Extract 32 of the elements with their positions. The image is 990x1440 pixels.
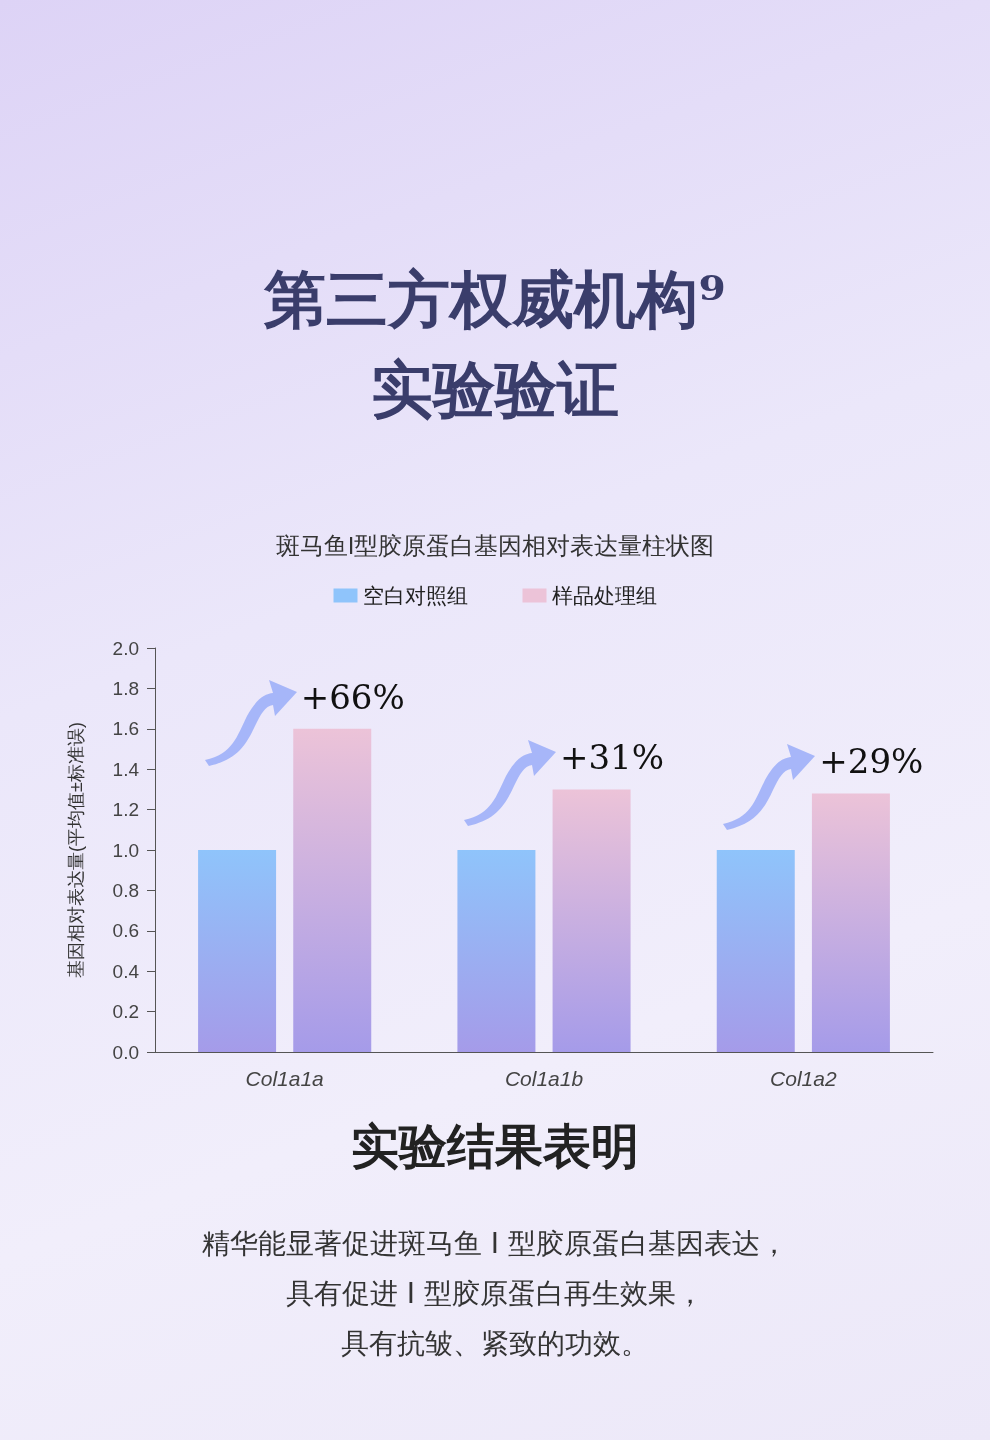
y-tick-label: 1.0 [112, 839, 139, 861]
y-tick-label: 0.2 [112, 1001, 139, 1023]
x-tick-label: Col1a1a [245, 1067, 324, 1090]
annotation: +29% [819, 741, 924, 782]
x-tick-label: Col1a1b [504, 1067, 584, 1090]
text: 精华能显著促进斑马鱼 I 型胶原蛋白基因表达， [200, 1226, 790, 1262]
bar [457, 850, 536, 1052]
annotation: +66% [300, 676, 405, 717]
legend-label: 样品处理组 [551, 584, 657, 607]
bar [293, 728, 372, 1052]
y-tick-label: 2.0 [112, 637, 139, 659]
chart-title: 第三方权威机构⁹ 实验验证 [263, 262, 727, 428]
y-tick-label: 1.8 [112, 677, 139, 699]
y-tick-label: 1.4 [112, 758, 140, 780]
bar [811, 793, 890, 1052]
bar [716, 850, 795, 1052]
y-axis-title: 基因相对表达量(平均值±标准误) [66, 722, 86, 978]
y-tick-label: 1.6 [112, 718, 139, 740]
bar [198, 850, 277, 1052]
legend-label: 空白对照组 [362, 584, 468, 607]
chart-subtitle: 斑马鱼I型胶原蛋白基因相对表达量柱状图 [275, 531, 715, 559]
y-tick-label: 0.6 [112, 920, 139, 942]
y-tick-label: 1.2 [112, 799, 139, 821]
text: 具有抗皱、紧致的功效。 [340, 1326, 650, 1362]
annotation: +31% [560, 737, 665, 778]
bar [552, 789, 631, 1052]
y-tick-label: 0.8 [112, 879, 139, 901]
y-tick-label: 0.4 [112, 960, 140, 982]
text: 实验结果表明 [350, 1117, 640, 1176]
x-tick-label: Col1a2 [770, 1067, 837, 1090]
text: 具有促进 I 型胶原蛋白再生效果， [284, 1276, 706, 1312]
y-tick-label: 0.0 [112, 1041, 139, 1063]
